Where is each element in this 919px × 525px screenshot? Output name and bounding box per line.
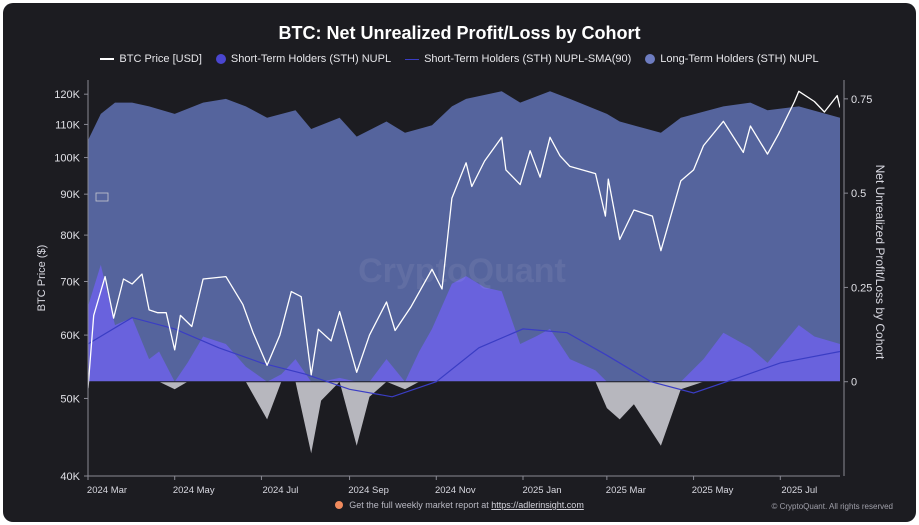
report-text: Get the full weekly market report at bbox=[349, 500, 489, 510]
x-tick-label: 2024 Jul bbox=[262, 485, 298, 496]
x-tick-label: 2024 Nov bbox=[435, 485, 476, 496]
x-tick-label: 2024 May bbox=[173, 485, 215, 496]
left-tick-label: 100K bbox=[54, 153, 80, 165]
report-dot-icon bbox=[335, 501, 344, 509]
legend-label-btc-price: BTC Price [USD] bbox=[119, 53, 202, 65]
legend-label-lth-nupl: Long-Term Holders (STH) NUPL bbox=[660, 53, 819, 65]
legend-item-sth-nupl[interactable]: Short-Term Holders (STH) NUPL bbox=[215, 53, 392, 65]
sth-nupl-negative-area bbox=[88, 381, 840, 454]
legend-label-sth-nupl: Short-Term Holders (STH) NUPL bbox=[230, 53, 392, 65]
copyright-text: © CryptoQuant. All rights reserved bbox=[771, 502, 894, 511]
chart-title: BTC: Net Unrealized Profit/Loss by Cohor… bbox=[278, 23, 641, 43]
left-axis-title: BTC Price ($) bbox=[36, 245, 48, 312]
lth-nupl-area bbox=[88, 91, 840, 382]
left-tick-label: 60K bbox=[60, 330, 80, 342]
left-tick-label: 80K bbox=[60, 230, 80, 242]
x-tick-label: 2025 May bbox=[692, 485, 734, 496]
chart-legend: BTC Price [USD] Short-Term Holders (STH)… bbox=[0, 53, 919, 65]
left-tick-label: 110K bbox=[55, 119, 81, 131]
legend-item-lth-nupl[interactable]: Long-Term Holders (STH) NUPL bbox=[645, 53, 819, 65]
x-tick-label: 2024 Mar bbox=[87, 485, 127, 496]
btc-price-line bbox=[88, 90, 840, 389]
left-tick-label: 40K bbox=[60, 471, 80, 483]
left-tick-label: 50K bbox=[60, 393, 80, 405]
watermark-text: CryptoQuant bbox=[358, 252, 566, 290]
right-tick-label: 0.75 bbox=[851, 94, 872, 106]
report-footer: Get the full weekly market report at htt… bbox=[0, 500, 919, 510]
report-link[interactable]: https://adlerinsight.com bbox=[491, 500, 584, 510]
right-tick-label: 0.5 bbox=[851, 188, 866, 200]
left-tick-label: 120K bbox=[54, 89, 80, 101]
legend-dot-swatch bbox=[645, 54, 656, 64]
left-tick-label: 90K bbox=[60, 189, 80, 201]
x-tick-label: 2025 Jan bbox=[522, 485, 561, 496]
right-tick-label: 0 bbox=[851, 377, 857, 389]
legend-line-swatch bbox=[100, 58, 115, 60]
legend-item-sth-sma[interactable]: Short-Term Holders (STH) NUPL-SMA(90) bbox=[405, 53, 631, 65]
left-tick-label: 70K bbox=[60, 277, 80, 289]
x-tick-label: 2025 Jul bbox=[781, 485, 817, 496]
price-marker-box bbox=[95, 192, 109, 202]
right-axis-title: Net Unrealized Profit/Loss by Cohort bbox=[873, 165, 887, 360]
legend-label-sth-sma: Short-Term Holders (STH) NUPL-SMA(90) bbox=[424, 53, 632, 65]
x-tick-label: 2025 Mar bbox=[606, 485, 646, 496]
legend-thin-line-swatch bbox=[405, 58, 420, 60]
legend-dot-swatch bbox=[215, 54, 226, 64]
right-tick-label: 0.25 bbox=[851, 282, 872, 294]
x-tick-label: 2024 Sep bbox=[348, 485, 389, 496]
sth-sma-line bbox=[88, 316, 840, 398]
legend-item-btc-price[interactable]: BTC Price [USD] bbox=[100, 53, 202, 65]
sth-nupl-positive-area bbox=[88, 264, 840, 382]
